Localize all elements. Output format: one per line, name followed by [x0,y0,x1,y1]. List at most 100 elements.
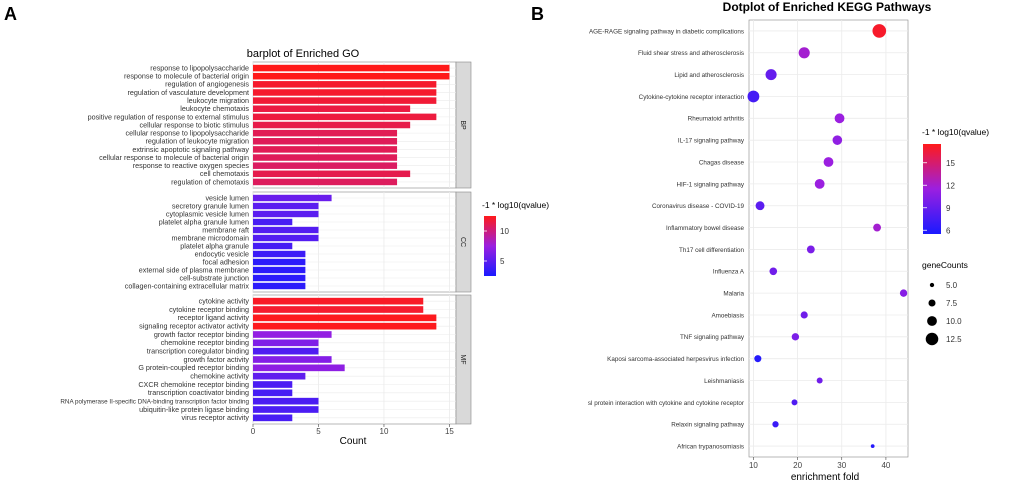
bar [253,414,293,422]
bar [253,397,319,405]
data-point [798,47,810,59]
data-point [754,355,762,363]
go-chart-title: barplot of Enriched GO [247,48,360,60]
category-label: response to lipopolysaccharide [150,63,249,72]
category-label: growth factor receptor binding [154,330,249,339]
category-label: signaling receptor activator activity [139,322,249,331]
bar [253,121,411,129]
data-point [899,289,908,297]
category-label: membrane microdomain [172,233,250,242]
bar [253,210,319,218]
pathway-label: Rheumatoid arthritis [688,116,744,123]
category-label: extrinsic apoptotic signaling pathway [132,145,249,154]
data-point [800,311,808,319]
bar [253,81,437,88]
category-label: RNA polymerase II-specific DNA-binding t… [60,399,249,406]
data-point [791,333,800,341]
category-label: response to reactive oxygen species [133,161,250,170]
panel-a-letter: A [4,4,17,24]
data-point [823,157,834,167]
x-tick-label: 40 [881,461,890,470]
pathway-label: Leishmaniasis [704,378,744,385]
category-label: membrane raft [202,225,249,234]
category-label: leukocyte migration [187,96,249,105]
pathway-label: Coronavirus disease - COVID-19 [652,203,745,210]
pathway-label: Lipid and atherosclerosis [674,72,744,79]
bar [253,234,319,242]
data-point [814,178,825,189]
category-label: secretory granule lumen [172,201,249,210]
legend-tick-label: 10 [500,227,509,236]
bar [253,347,319,355]
category-label: regulation of chemotaxis [171,177,249,186]
size-legend-label: 10.0 [946,317,962,326]
category-label: response to molecule of bacterial origin [124,72,249,81]
data-point [791,399,798,406]
go-legend-colorbar [484,216,496,276]
category-label: ubiquitin-like protein ligase binding [139,405,249,414]
pathway-label: Fluid shear stress and atherosclerosis [638,50,744,57]
bar [253,138,398,145]
legend-tick-label: 12 [946,181,955,190]
x-tick-label: 20 [793,461,802,470]
category-label: cell-substrate junction [179,273,249,282]
bar [253,297,424,305]
category-label: cytokine activity [199,297,250,306]
bar [253,64,450,72]
bar [253,105,411,112]
category-label: receptor ligand activity [177,313,249,322]
pathway-label: AGE-RAGE signaling pathway in diabetic c… [589,28,744,35]
pathway-label: Th17 cell differentiation [679,247,744,254]
category-label: transcription coregulator binding [147,347,249,356]
data-point [769,267,778,276]
go-x-axis-label: Count [340,436,367,447]
x-tick-label: 5 [316,427,321,436]
pathway-label: African trypanosomiasis [677,443,744,450]
pathway-label: IL-17 signaling pathway [678,138,745,145]
facet-strip-label: BP [459,120,466,130]
category-label: cell chemotaxis [200,169,250,178]
data-point [873,223,881,232]
bar [253,97,437,104]
panel-b-letter: B [531,4,544,24]
pathway-label: sl protein interaction with cytokine and… [588,400,744,407]
size-legend-label: 5.0 [946,281,958,290]
size-legend-dot [928,299,936,307]
legend-tick-label: 5 [500,257,505,266]
category-label: chemokine receptor binding [161,338,249,347]
data-point [832,135,843,145]
category-label: CXCR chemokine receptor binding [138,380,249,389]
kegg-size-legend-title: geneCounts [922,260,968,270]
bar [253,113,437,121]
legend-tick-label: 15 [946,159,955,168]
bar [253,314,437,322]
data-point [747,90,760,103]
plot-panel [748,19,909,458]
size-legend-label: 7.5 [946,299,958,308]
bar [253,258,306,266]
kegg-x-axis-label: enrichment fold [791,472,859,483]
facet-strip-cc [455,191,472,293]
bar [253,381,293,388]
pathway-label: Influenza A [713,269,745,276]
bar [253,72,450,80]
bar [253,202,319,210]
size-legend-dot [925,332,939,346]
pathway-label: Cytokine-cytokine receptor interaction [639,94,745,101]
category-label: focal adhesion [203,257,249,266]
pathway-label: Malaria [723,291,744,298]
data-point [806,245,815,254]
bar [253,89,437,96]
bar [253,282,306,290]
legend-tick-label: 6 [946,226,951,235]
bar [253,274,306,282]
x-tick-label: 0 [251,427,256,436]
category-label: collagen-containing extracellular matrix [125,281,250,290]
bar [253,194,332,202]
bar [253,266,306,274]
pathway-label: Amoebiasis [711,312,744,319]
facet-strip-label: CC [459,237,466,247]
bar [253,331,332,338]
kegg-legend-colorbar [923,144,941,234]
bar [253,154,398,161]
